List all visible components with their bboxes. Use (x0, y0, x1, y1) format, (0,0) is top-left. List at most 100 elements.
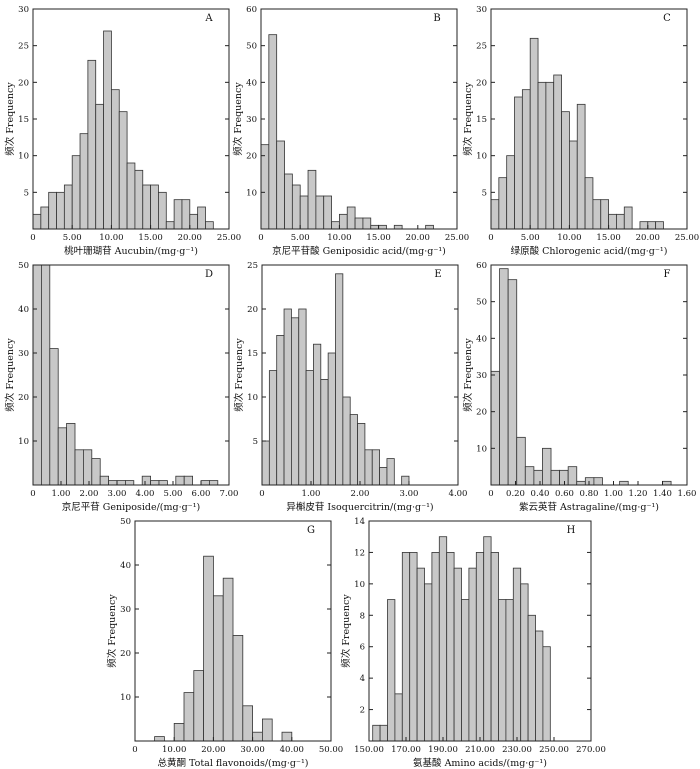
histogram-bar (542, 646, 551, 742)
histogram-bar (662, 480, 672, 486)
histogram-bar (608, 213, 617, 230)
y-tick-label: 40 (476, 334, 487, 344)
panel-letter: H (567, 525, 576, 536)
panel-letter: C (663, 13, 671, 24)
histogram-bar (276, 334, 285, 486)
y-tick-label: 5 (482, 188, 487, 198)
histogram-bar (401, 475, 410, 486)
x-tick-label: 4.00 (449, 489, 468, 499)
panel-letter: A (204, 13, 213, 24)
histogram-bar (520, 583, 529, 742)
x-tick-label: 210.00 (465, 745, 495, 755)
histogram-bar (111, 89, 120, 230)
histogram-bar (197, 206, 206, 230)
histogram-bar (616, 213, 625, 230)
histogram-bar (505, 599, 514, 742)
y-tick-label: 10 (354, 580, 365, 590)
histogram-bar (490, 370, 500, 486)
histogram-bar (357, 422, 366, 486)
histogram-bar (623, 206, 633, 230)
y-tick-label: 30 (246, 115, 257, 125)
y-tick-label: 25 (476, 42, 487, 52)
x-tick-label: 0 (258, 233, 263, 243)
histogram-bar (639, 221, 649, 230)
histogram-bar (150, 184, 159, 230)
histogram-bar (284, 173, 293, 230)
x-axis-label: 紫云英苷 Astragaline/(mg·g⁻¹) (519, 501, 659, 513)
x-tick-label: 1.20 (629, 489, 648, 499)
histogram-bar (108, 480, 118, 486)
panel-f: 10 20 30 40 50 60 0 0.20 0.40 0.60 0.80 1.00 1.20 1.4… (462, 261, 696, 513)
histogram-bar (95, 103, 104, 230)
y-tick-label: 10 (246, 188, 257, 198)
histogram-bar (483, 536, 492, 742)
y-tick-label: 30 (18, 5, 29, 15)
histogram-bar (74, 449, 84, 486)
histogram-bar (281, 731, 293, 742)
histogram-bar (490, 199, 500, 230)
y-tick-label: 40 (246, 78, 257, 88)
histogram-bar (142, 184, 151, 230)
x-tick-label: 0 (488, 233, 493, 243)
histogram-bar (48, 191, 57, 230)
x-tick-label: 1.40 (653, 489, 672, 499)
panel-a: 5 10 15 20 25 30 0 5.00 10.00 15.00 20.00 25.00 A 桃叶珊… (4, 5, 241, 257)
y-axis-label: 频次 Frequency (462, 338, 474, 412)
histogram-bar (370, 224, 380, 230)
panel-letter: B (433, 13, 440, 24)
x-tick-label: 0.40 (531, 489, 550, 499)
x-tick-label: 7.00 (220, 489, 239, 499)
x-axis-label: 京尼平苷酸 Geniposidic acid/(mg·g⁻¹) (272, 245, 446, 257)
x-tick-label: 25.00 (217, 233, 241, 243)
y-tick-label: 50 (246, 42, 257, 52)
histogram-bar (507, 279, 518, 486)
histogram-bar (83, 449, 93, 486)
y-axis-label: 频次 Frequency (4, 82, 16, 156)
histogram-bar (346, 206, 356, 230)
histogram-bar (655, 221, 664, 230)
y-tick-label: 10 (476, 152, 487, 162)
x-tick-label: 20.00 (178, 233, 202, 243)
histogram-bar (307, 169, 317, 230)
x-tick-label: 270.00 (576, 745, 606, 755)
histogram-bar (134, 169, 144, 230)
histogram-bar (524, 466, 535, 486)
y-tick-label: 20 (18, 393, 29, 403)
x-tick-label: 2.00 (351, 489, 370, 499)
x-tick-label: 3.00 (108, 489, 127, 499)
histogram-bar (40, 206, 50, 230)
panel-letter: E (434, 269, 441, 280)
histogram-bar (242, 705, 254, 742)
panel-letter: D (205, 269, 213, 280)
x-axis-label: 总黄酮 Total flavonoids/(mg·g⁻¹) (158, 757, 309, 769)
histogram-bar (261, 440, 270, 486)
y-axis-label: 频次 Frequency (233, 338, 245, 412)
x-tick-label: 10.00 (162, 745, 186, 755)
x-tick-label: 3.00 (400, 489, 419, 499)
histogram-bar (506, 155, 515, 230)
histogram-bar (438, 536, 448, 742)
histogram-bar (327, 352, 336, 486)
histogram-bar (499, 268, 509, 486)
x-tick-label: 10.00 (327, 233, 351, 243)
histogram-bar (175, 475, 185, 486)
histogram-bar (401, 552, 411, 742)
histogram-bar (103, 30, 112, 230)
histogram-bar (315, 195, 325, 230)
y-tick-label: 50 (120, 517, 131, 527)
x-tick-label: 5.00 (164, 489, 183, 499)
x-axis-label: 桃叶珊瑚苷 Aucubin/(mg·g⁻¹) (64, 245, 198, 257)
y-tick-label: 10 (247, 393, 258, 403)
histogram-bar (567, 466, 578, 486)
x-tick-label: 0 (30, 233, 35, 243)
y-tick-label: 60 (476, 261, 487, 271)
histogram-bar (49, 348, 59, 486)
histogram-bar (553, 74, 562, 230)
panel-b: 10 20 30 40 50 60 0 5.00 10.00 15.00 20.00 25.00 B 京尼… (232, 5, 469, 257)
histogram-bar (424, 583, 433, 742)
x-axis-label: 异槲皮苷 Isoquercitrin/(mg·g⁻¹) (286, 501, 433, 513)
histogram-bar (283, 308, 292, 486)
y-tick-label: 15 (247, 349, 258, 359)
histogram-bar (116, 480, 126, 486)
